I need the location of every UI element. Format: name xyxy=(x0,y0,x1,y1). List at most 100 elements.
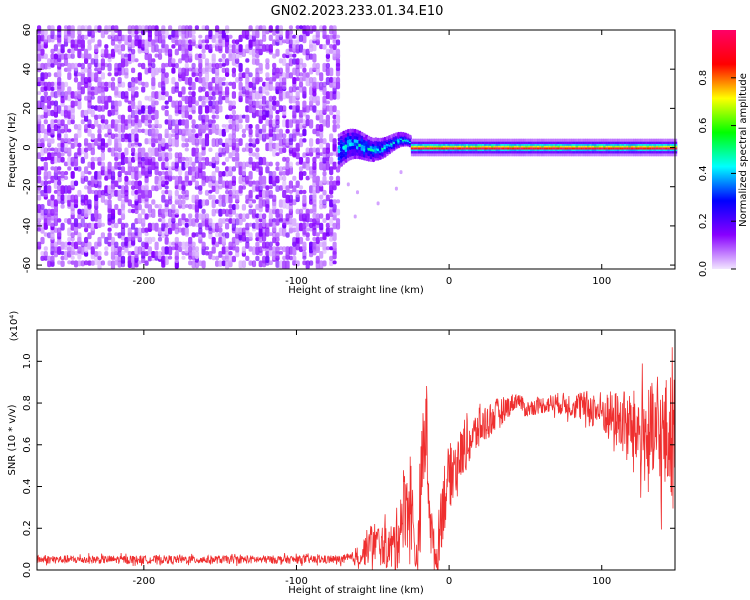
spectrogram-cell xyxy=(312,213,317,219)
spectrogram-cell xyxy=(258,109,263,116)
spectrogram-cell xyxy=(80,34,85,40)
spectrogram-cell xyxy=(73,241,79,250)
spectrogram-cell xyxy=(302,86,307,95)
spectrogram-cell xyxy=(342,157,346,161)
spectrogram-cell xyxy=(198,124,203,133)
spectrogram-y-axis-label: Frequency (Hz) xyxy=(7,112,18,188)
spectrogram-cell xyxy=(255,124,260,130)
spectrogram-cell xyxy=(77,34,82,44)
spectrogram-cell xyxy=(77,81,82,91)
spectrogram-cell xyxy=(141,62,146,70)
spectrogram-cell xyxy=(353,151,357,156)
spectrogram-cell xyxy=(265,77,270,81)
spectrogram-cell xyxy=(131,156,136,163)
spectrogram-cell xyxy=(329,67,334,77)
spectrogram-cell xyxy=(557,147,561,150)
spectrogram-cell xyxy=(57,48,62,56)
spectrogram-cell xyxy=(255,67,260,75)
spectrogram-cell xyxy=(415,147,419,150)
spectrogram-cell xyxy=(218,236,223,245)
spectrogram-cell xyxy=(351,152,355,157)
spectrogram-cell xyxy=(171,30,176,38)
spectrogram-cell xyxy=(70,260,75,265)
spectrogram-cell xyxy=(57,77,62,86)
spectrogram-cell xyxy=(225,95,230,104)
spectrogram-cell xyxy=(90,246,95,255)
spectrogram-cell xyxy=(218,260,223,267)
spectrogram-cell xyxy=(114,241,119,248)
spectrogram-cell xyxy=(275,218,280,226)
spectrogram-cell xyxy=(37,222,42,231)
spectrogram-cell xyxy=(449,147,453,150)
spectrogram-cell xyxy=(312,241,317,250)
spectrogram-cell xyxy=(141,128,146,133)
spectrogram-cell xyxy=(191,91,196,97)
spectrogram-cell xyxy=(204,199,210,206)
spectrogram-cell xyxy=(653,147,657,150)
spectrogram-cell xyxy=(151,199,156,205)
spectrogram-cell xyxy=(346,153,350,158)
spectrogram-x-axis-label: Height of straight line (km) xyxy=(288,285,424,296)
spectrogram-cell xyxy=(346,157,350,162)
spectrogram-cell xyxy=(194,100,199,106)
spectrogram-cell xyxy=(228,208,233,215)
spectrogram-cell xyxy=(194,166,199,173)
spectrogram-cell xyxy=(151,222,156,231)
spectrogram-cell xyxy=(288,34,293,40)
spectrogram-cell xyxy=(305,77,310,87)
spectrogram-cell xyxy=(67,62,72,72)
spectrogram-cell xyxy=(288,218,293,225)
spectrogram-cell xyxy=(134,30,139,35)
spectrogram-cell xyxy=(208,251,213,260)
spectrogram-cell xyxy=(120,241,126,247)
spectrogram-cell xyxy=(161,95,166,101)
spectrogram-cell xyxy=(168,48,173,57)
spectrogram-cell xyxy=(288,189,293,194)
spectrogram-cell xyxy=(456,147,460,150)
spectrogram-cell xyxy=(204,105,210,114)
spectrogram-cell xyxy=(84,227,89,233)
spectrogram-cell xyxy=(80,39,85,49)
spectrogram-cell xyxy=(255,185,260,192)
spectrogram-cell xyxy=(40,48,45,56)
spectrogram-cell xyxy=(194,152,199,159)
spectrogram-cell xyxy=(420,147,424,150)
spectrogram-cell xyxy=(164,222,169,228)
spectrogram-cell xyxy=(40,95,45,102)
spectrogram-cell xyxy=(70,255,75,260)
spectrogram-cell xyxy=(50,62,55,68)
spectrogram-cell xyxy=(447,147,451,150)
spectrogram-cell xyxy=(124,171,129,176)
spectrogram-cell xyxy=(305,236,310,241)
spectrogram-cell xyxy=(107,147,112,153)
spectrogram-cell xyxy=(137,152,142,160)
spectrogram-cell xyxy=(168,114,173,121)
spectrogram-cell xyxy=(258,133,263,141)
spectrogram-cell xyxy=(171,175,176,180)
spectrogram-cell xyxy=(610,147,614,150)
spectrogram-cell xyxy=(514,147,517,150)
spectrogram-cell xyxy=(225,246,230,252)
spectrogram-cell xyxy=(120,208,126,216)
spectrogram-cell xyxy=(37,53,42,62)
spectrogram-cell xyxy=(351,142,355,146)
spectrogram-cell xyxy=(73,39,79,49)
spectrogram-cell xyxy=(278,166,283,173)
colorbar-ticks: 0.00.20.40.60.8 xyxy=(698,70,736,277)
spectrogram-cell xyxy=(43,34,48,43)
spectrogram-cell xyxy=(57,25,62,33)
spectrogram-cell xyxy=(204,218,210,228)
spectrogram-cell xyxy=(117,185,122,189)
spectrogram-cell xyxy=(248,72,253,78)
spectrogram-cell xyxy=(120,213,126,220)
spectrogram-cell xyxy=(309,39,314,48)
spectrogram-cell xyxy=(87,208,92,216)
spectrogram-cell xyxy=(114,246,119,255)
spectrogram-cell xyxy=(134,34,139,41)
spectrogram-cell xyxy=(47,138,52,146)
spectrogram-cell xyxy=(201,124,206,134)
spectrogram-cell xyxy=(87,81,92,88)
spectrogram-cell xyxy=(174,138,179,148)
spectrogram-cell xyxy=(548,147,552,150)
spectrogram-cell xyxy=(255,128,260,137)
